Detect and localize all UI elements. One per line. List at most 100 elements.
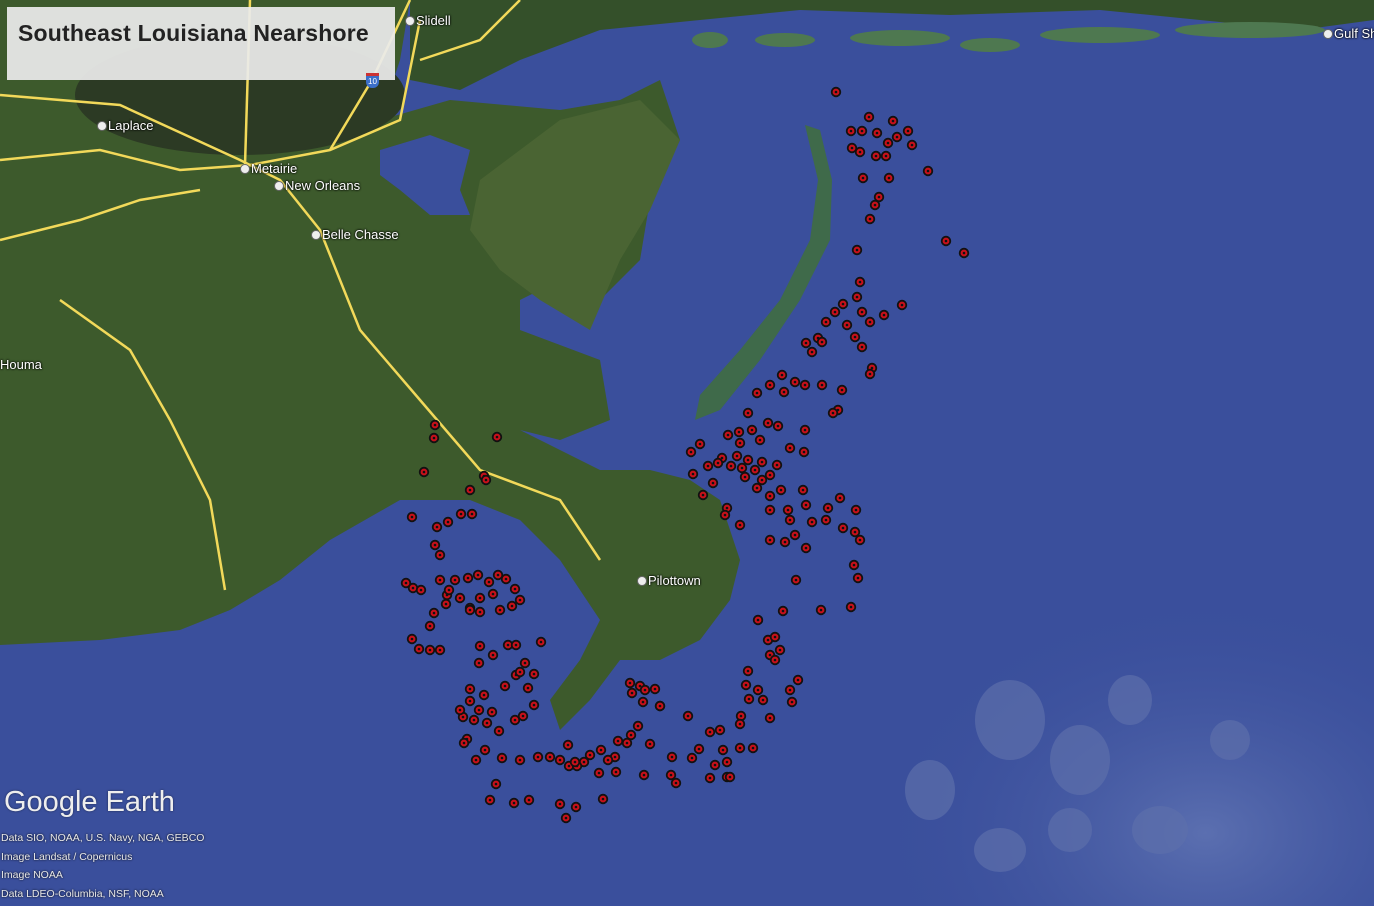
placemark-center-dot	[422, 470, 426, 474]
placemark-center-dot	[794, 578, 798, 582]
placemark-center-dot	[944, 239, 948, 243]
place-label-slidell[interactable]: Slidell	[405, 13, 451, 28]
place-dot-icon	[274, 181, 284, 191]
placemark-center-dot	[701, 493, 705, 497]
placemark-center-dot	[891, 119, 895, 123]
placemark-center-dot	[751, 746, 755, 750]
place-label-gulf-shores[interactable]: Gulf Sh	[1323, 26, 1374, 41]
title-overlay: Southeast Louisiana Nearshore	[7, 7, 395, 80]
placemark-center-dot	[466, 576, 470, 580]
placemark-center-dot	[810, 350, 814, 354]
placemark-center-dot	[900, 303, 904, 307]
placemark-center-dot	[738, 441, 742, 445]
placemark-center-dot	[674, 781, 678, 785]
placemark-center-dot	[804, 503, 808, 507]
placemark-center-dot	[768, 508, 772, 512]
place-dot-icon	[311, 230, 321, 240]
attribution-line: Data LDEO-Columbia, NSF, NOAA	[1, 888, 164, 900]
placemark-center-dot	[855, 295, 859, 299]
placemark-center-dot	[841, 302, 845, 306]
placemark-center-dot	[852, 563, 856, 567]
placemark-center-dot	[884, 154, 888, 158]
placemark-center-dot	[788, 446, 792, 450]
placemark-center-dot	[487, 580, 491, 584]
place-label-houma[interactable]: Houma	[0, 357, 42, 372]
placemark-center-dot	[713, 763, 717, 767]
placemark-center-dot	[689, 450, 693, 454]
placemark-center-dot	[861, 176, 865, 180]
placemark-center-dot	[669, 773, 673, 777]
placemark-center-dot	[567, 764, 571, 768]
placemark-center-dot	[841, 526, 845, 530]
placemark-center-dot	[638, 684, 642, 688]
placemark-center-dot	[628, 681, 632, 685]
placemark-center-dot	[780, 373, 784, 377]
placemark-center-dot	[761, 698, 765, 702]
placemark-center-dot	[582, 760, 586, 764]
placemark-center-dot	[629, 733, 633, 737]
placemark-center-dot	[510, 604, 514, 608]
placemark-center-dot	[698, 442, 702, 446]
placemark-center-dot	[858, 150, 862, 154]
placemark-center-dot	[726, 433, 730, 437]
placemark-center-dot	[755, 486, 759, 490]
placemark-center-dot	[716, 461, 720, 465]
placemark-center-dot	[750, 428, 754, 432]
placemark-center-dot	[824, 320, 828, 324]
placemark-center-dot	[417, 647, 421, 651]
attribution-line: Image Landsat / Copernicus	[1, 851, 133, 863]
placemark-center-dot	[476, 573, 480, 577]
placemark-center-dot	[488, 798, 492, 802]
placemark-center-dot	[478, 596, 482, 600]
placemark-center-dot	[886, 141, 890, 145]
placemark-center-dot	[438, 553, 442, 557]
placemark-center-dot	[697, 747, 701, 751]
placemark-center-dot	[458, 596, 462, 600]
place-label-new-orleans[interactable]: New Orleans	[274, 178, 360, 193]
barrier-islands	[692, 22, 1325, 52]
placemark-center-dot	[518, 758, 522, 762]
placemark-center-dot	[478, 644, 482, 648]
map-title: Southeast Louisiana Nearshore	[18, 20, 369, 46]
placemark-center-dot	[433, 543, 437, 547]
placemark-center-dot	[740, 466, 744, 470]
placemark-center-dot	[882, 313, 886, 317]
placemark-center-dot	[410, 637, 414, 641]
placemark-center-dot	[739, 714, 743, 718]
placemark-center-dot	[766, 421, 770, 425]
placemark-center-dot	[793, 380, 797, 384]
placemark-center-dot	[788, 518, 792, 522]
placemark-center-dot	[803, 428, 807, 432]
placemark-center-dot	[616, 739, 620, 743]
placemark-center-dot	[910, 143, 914, 147]
placemark-center-dot	[755, 391, 759, 395]
placemark-center-dot	[404, 581, 408, 585]
placemark-center-dot	[496, 573, 500, 577]
placemark-center-dot	[895, 135, 899, 139]
place-label-metairie[interactable]: Metairie	[240, 161, 297, 176]
place-label-pilottown[interactable]: Pilottown	[637, 573, 701, 588]
placemark-center-dot	[887, 176, 891, 180]
placemark-center-dot	[853, 530, 857, 534]
placemark-center-dot	[468, 488, 472, 492]
placemark-center-dot	[782, 390, 786, 394]
place-label-laplace[interactable]: Laplace	[97, 118, 154, 133]
placemark-center-dot	[850, 146, 854, 150]
placemark-center-dot	[746, 411, 750, 415]
placemark-center-dot	[747, 697, 751, 701]
placemark-center-dot	[840, 388, 844, 392]
placemark-center-dot	[775, 463, 779, 467]
placemark-center-dot	[753, 468, 757, 472]
place-dot-icon	[637, 576, 647, 586]
placemark-center-dot	[643, 688, 647, 692]
placemark-center-dot	[786, 508, 790, 512]
placemark-center-dot	[849, 129, 853, 133]
placemark-center-dot	[706, 464, 710, 468]
placemark-center-dot	[773, 658, 777, 662]
place-label-belle-chasse[interactable]: Belle Chasse	[311, 227, 399, 242]
placemark-center-dot	[926, 169, 930, 173]
placemark-center-dot	[433, 423, 437, 427]
placemark-center-dot	[670, 755, 674, 759]
place-dot-icon	[405, 16, 415, 26]
